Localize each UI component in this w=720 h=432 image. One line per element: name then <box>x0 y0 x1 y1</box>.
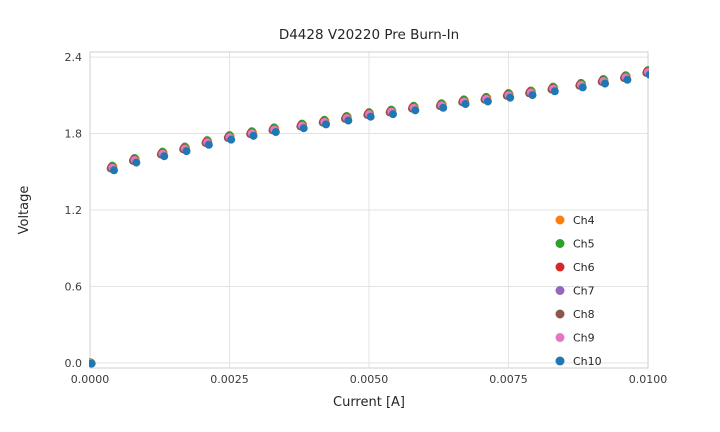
x-tick-labels: 0.0000 0.0025 0.0050 0.0075 0.0100 <box>71 373 668 386</box>
data-point <box>506 93 515 102</box>
y-tick-label: 2.4 <box>65 51 83 64</box>
data-point <box>366 112 375 121</box>
legend-label: Ch8 <box>573 308 595 321</box>
legend-item-ch7: Ch7 <box>555 285 595 298</box>
data-point <box>411 106 420 115</box>
data-point <box>601 79 610 88</box>
data-point <box>578 83 587 92</box>
y-tick-label: 1.8 <box>65 128 83 141</box>
legend-item-ch10: Ch10 <box>555 355 602 368</box>
data-point <box>271 128 280 137</box>
series-ch10 <box>89 70 649 368</box>
x-tick-label: 0.0025 <box>210 373 249 386</box>
data-point <box>645 70 649 79</box>
legend-item-ch8: Ch8 <box>555 308 595 321</box>
legend-marker <box>555 215 565 225</box>
data-point <box>344 116 353 125</box>
legend-label: Ch6 <box>573 261 595 274</box>
data-point <box>299 124 308 133</box>
y-tick-label: 0.0 <box>65 357 83 370</box>
data-point <box>204 140 213 149</box>
legend-label: Ch4 <box>573 214 595 227</box>
y-tick-label: 1.2 <box>65 204 83 217</box>
y-tick-label: 0.6 <box>65 280 83 293</box>
scatter-points <box>89 66 649 368</box>
y-axis-label: Voltage <box>17 186 32 235</box>
legend-label: Ch10 <box>573 355 602 368</box>
legend-item-ch4: Ch4 <box>555 214 595 227</box>
legend: Ch4 Ch5 Ch6 Ch7 Ch8 Ch9 Ch10 <box>555 214 602 368</box>
data-point <box>461 99 470 108</box>
legend-marker <box>555 333 565 342</box>
x-tick-label: 0.0050 <box>350 373 389 386</box>
legend-label: Ch5 <box>573 238 595 251</box>
data-point <box>132 158 141 167</box>
data-point <box>550 87 559 96</box>
chart-title: D4428 V20220 Pre Burn-In <box>279 27 459 43</box>
legend-marker <box>555 239 565 248</box>
data-point <box>388 110 397 119</box>
y-tick-labels: 0.0 0.6 1.2 1.8 2.4 <box>65 51 83 370</box>
data-point <box>483 97 492 106</box>
plot-border <box>89 51 649 369</box>
legend-item-ch9: Ch9 <box>555 332 595 345</box>
data-point <box>89 359 96 368</box>
x-tick-label: 0.0000 <box>71 373 110 386</box>
legend-marker <box>555 262 565 272</box>
legend-label: Ch9 <box>573 332 595 345</box>
data-point <box>160 152 169 161</box>
legend-label: Ch7 <box>573 285 595 298</box>
legend-marker <box>555 286 565 295</box>
x-tick-label: 0.0075 <box>489 373 528 386</box>
data-point <box>182 147 191 156</box>
x-tick-label: 0.0100 <box>629 373 668 386</box>
legend-item-ch6: Ch6 <box>555 261 595 274</box>
data-point <box>227 135 236 144</box>
data-point <box>249 131 258 140</box>
data-point <box>528 91 537 100</box>
data-point <box>109 166 118 175</box>
x-axis-label: Current [A] <box>333 395 405 410</box>
legend-marker <box>555 309 565 319</box>
legend-marker <box>555 356 565 366</box>
data-point <box>439 103 448 112</box>
legend-item-ch5: Ch5 <box>555 238 595 251</box>
data-point <box>322 120 331 129</box>
data-point <box>623 75 632 84</box>
